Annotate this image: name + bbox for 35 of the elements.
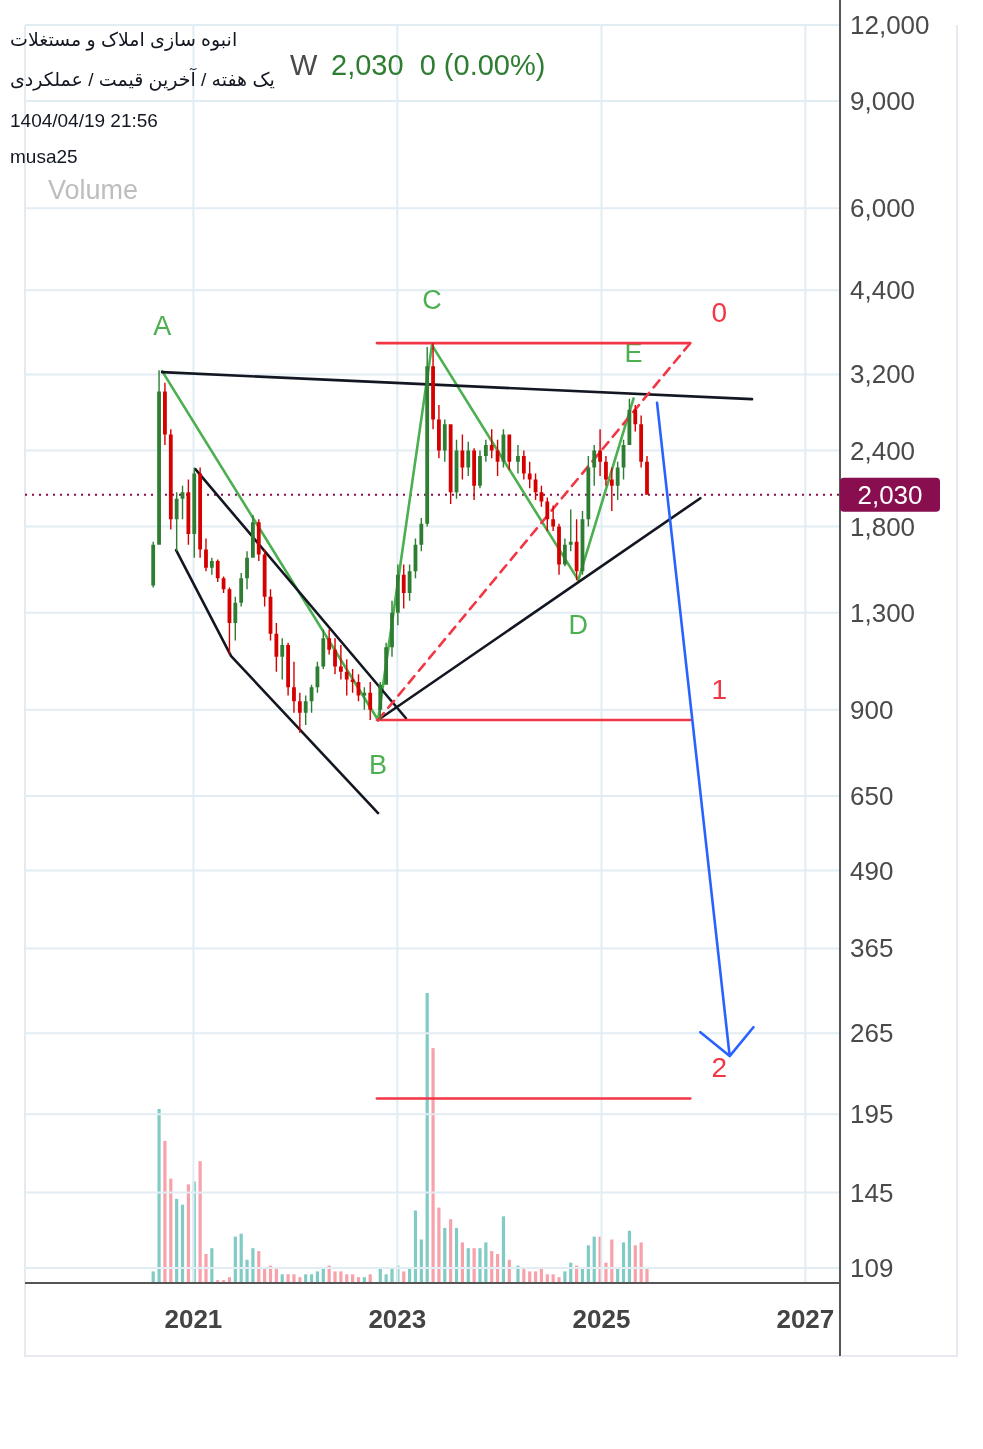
annotation: 1404/04/19 21:56 [10, 108, 158, 133]
y-tick-label: 2,400 [850, 435, 916, 466]
y-tick-label: 490 [850, 855, 894, 886]
series-label: 1 [711, 673, 728, 705]
x-tick-label: 2021 [164, 1304, 223, 1334]
chart-title: انبوه سازی املاک و مستغلات [10, 27, 238, 53]
y-tick-label: 3,200 [850, 359, 916, 390]
y-tick-label: 650 [850, 780, 894, 811]
y-tick-label: 9,000 [850, 86, 916, 117]
data-label: B [369, 750, 388, 781]
series-label: 0 [711, 296, 728, 328]
data-label: D [568, 610, 589, 641]
y-tick-label: 195 [850, 1099, 894, 1130]
y-tick-label: 109 [850, 1253, 894, 1284]
annotation: Volume [48, 175, 139, 205]
ref-line-label: 2,030 [857, 479, 923, 510]
x-tick-label: 2023 [368, 1304, 427, 1334]
series-label: 2 [711, 1051, 728, 1083]
annotation: musa25 [10, 144, 78, 169]
data-label: A [153, 311, 172, 342]
y-tick-label: 900 [850, 694, 894, 725]
text: یک هفته / آخرین قیمت / عملکردی [10, 67, 275, 93]
x-tick-label: 2025 [572, 1304, 631, 1334]
y-tick-label: 1,800 [850, 511, 916, 542]
annotation: 2,030 0 (0.00%) [331, 48, 546, 84]
data-label: C [422, 285, 442, 316]
y-tick-label: 365 [850, 933, 894, 964]
y-tick-label: 4,400 [850, 275, 916, 306]
y-tick-label: 12,000 [850, 10, 930, 40]
annotation: W [290, 48, 318, 84]
y-tick-label: 145 [850, 1177, 894, 1208]
y-tick-label: 265 [850, 1018, 894, 1049]
y-tick-label: 1,300 [850, 597, 916, 628]
y-tick-label: 6,000 [850, 193, 916, 224]
x-tick-label: 2027 [776, 1304, 835, 1334]
